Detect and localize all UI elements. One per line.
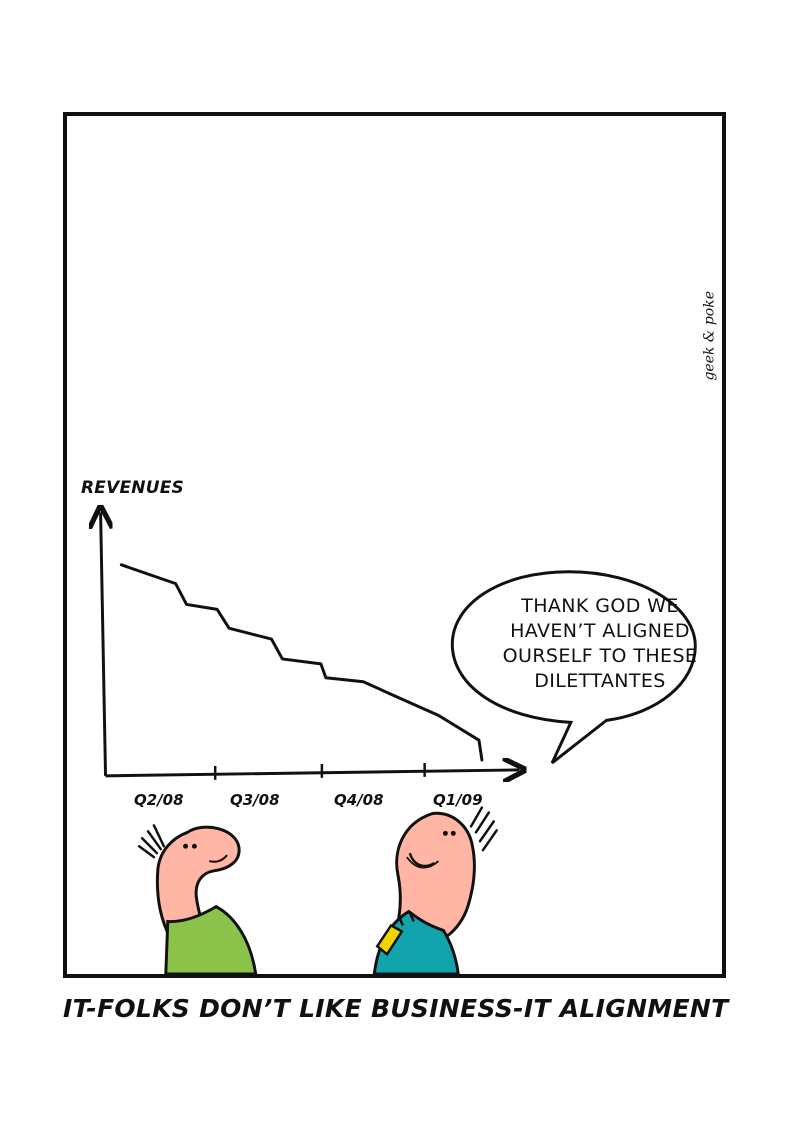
comic-caption: IT-FOLKS DON’T LIKE BUSINESS-IT ALIGNMEN… [63,994,729,1023]
x-tick-label-q3: Q3/08 [230,791,280,809]
speech-line-4: DILETTANTES [534,670,666,692]
revenue-line [119,563,484,762]
speech-line-3: OURSELF TO THESE [502,645,698,667]
person-right-icon [372,806,498,974]
comic-credit: geek & poke [702,291,718,381]
x-tick-label-q2: Q2/08 [134,791,184,809]
x-tick-label-q1: Q1/09 [433,791,483,809]
comic-illustration [67,116,697,974]
speech-bubble [450,570,697,765]
speech-text: THANK GOD WE HAVEN’T ALIGNED OURSELF TO … [495,594,705,694]
speech-line-2: HAVEN’T ALIGNED [510,620,690,642]
y-axis-label: REVENUES [81,478,184,498]
speech-line-1: THANK GOD WE [521,595,679,617]
comic-panel: geek & poke REVENUES Q2/08 Q3/08 Q4/08 Q… [63,112,726,978]
y-axis [101,512,106,776]
x-tick-label-q4: Q4/08 [334,791,384,809]
person-left-icon [137,824,258,974]
x-axis [105,770,520,776]
